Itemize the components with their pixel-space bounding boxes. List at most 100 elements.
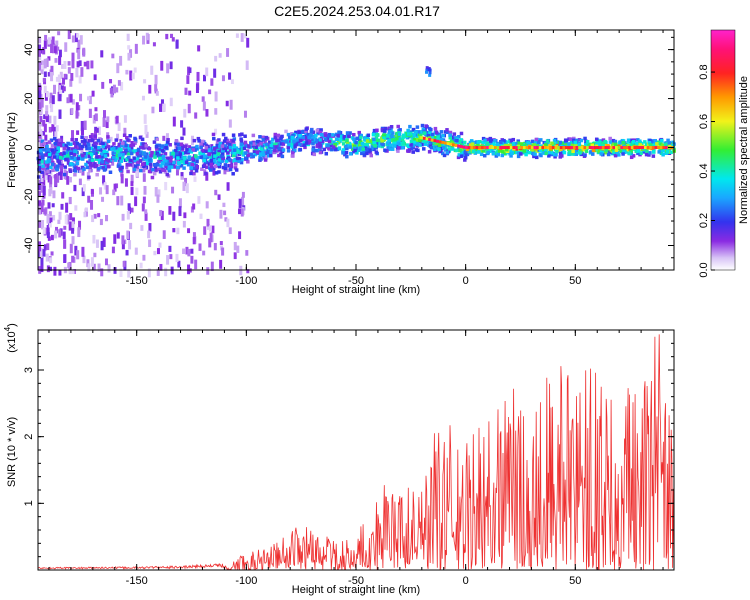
spectrogram-noise-cell <box>100 50 104 58</box>
spectrogram-ridge-cell <box>217 170 221 174</box>
y-tick-label: 3 <box>23 367 35 373</box>
spectrogram-noise-cell <box>233 241 237 251</box>
spectrogram-ridge-cell <box>577 142 582 147</box>
spectrogram-noise-cell <box>113 183 117 192</box>
spectrogram-noise-cell <box>149 163 153 174</box>
spectrogram-ridge-cell <box>245 149 250 153</box>
spectrogram-core-cell <box>543 146 547 150</box>
spectrogram-noise-cell <box>94 126 98 132</box>
spectrogram-ridge-cell <box>304 141 309 145</box>
spectrogram-noise-cell <box>175 169 179 176</box>
spectrogram-ridge-cell <box>509 139 514 143</box>
spectrogram-ridge-cell <box>302 140 306 145</box>
spectrogram-ridge-cell <box>435 145 440 150</box>
spectrogram-ridge-cell <box>172 154 177 158</box>
spectrogram-noise-cell <box>219 241 223 246</box>
spectrogram-ridge-cell <box>463 150 468 154</box>
spectrogram-ridge-cell <box>92 148 96 152</box>
spectrogram-ridge-cell <box>88 134 93 139</box>
spectrogram-core-cell <box>572 146 576 150</box>
spectrogram-ridge-cell <box>226 168 230 172</box>
spectrogram-ridge-cell <box>94 157 98 161</box>
spectrogram-ridge-cell <box>90 158 95 162</box>
spectrogram-ridge-cell <box>412 132 416 137</box>
spectrogram-ridge-cell <box>445 128 449 132</box>
spectrogram-noise-cell <box>38 102 42 110</box>
spectrogram-noise-cell <box>180 172 184 180</box>
spectrogram-ridge-cell <box>115 153 120 158</box>
spectrogram-ridge-cell <box>301 129 305 134</box>
spectrogram-ridge-cell <box>360 141 365 146</box>
spectrogram-ridge-cell <box>522 144 526 148</box>
spectrogram-noise-cell <box>188 67 192 74</box>
spectrogram-ridge-cell <box>386 141 390 145</box>
spectrogram-ridge-cell <box>284 140 289 144</box>
spectrogram-ridge-cell <box>631 140 636 144</box>
spectrogram-ridge-cell <box>644 152 649 157</box>
spectrogram-core-cell <box>630 146 634 150</box>
spectrogram-ridge-cell <box>160 149 165 153</box>
spectrogram-noise-cell <box>145 32 149 41</box>
spectrogram-ridge-cell <box>216 152 221 156</box>
spectrogram-ridge-cell <box>335 147 340 152</box>
spectrogram-ridge-cell <box>436 141 441 145</box>
spectrogram-noise-cell <box>40 69 44 75</box>
spectrogram-ridge-cell <box>459 131 464 136</box>
spectrogram-ridge-cell <box>218 141 223 146</box>
spectrogram-ridge-cell <box>393 138 398 143</box>
spectrogram-ridge-cell <box>307 135 311 140</box>
spectrogram-ridge-cell <box>455 148 459 153</box>
spectrogram-noise-cell <box>70 107 74 115</box>
snr-y-ticks: 123 <box>23 342 674 571</box>
spectrogram-ridge-cell <box>179 142 184 146</box>
spectrogram-ridge-cell <box>290 145 294 149</box>
x-tick-label: -50 <box>348 575 364 587</box>
spectrogram-ridge-cell <box>459 154 464 158</box>
spectrogram-ridge-cell <box>577 138 582 142</box>
spectrogram-ridge-cell <box>110 147 114 151</box>
spectrogram-noise-cell <box>40 177 44 183</box>
spectrogram-ridge-cell <box>459 138 463 142</box>
spectrogram-ridge-cell <box>38 155 43 159</box>
spectrogram-noise-cell <box>127 269 131 278</box>
spectrogram-noise-cell <box>46 224 50 235</box>
spectrogram-noise-cell <box>160 99 164 107</box>
spectrogram-ridge-cell <box>456 155 461 160</box>
spectrogram-noise-cell <box>51 36 55 45</box>
spectrogram-blob-cell <box>425 70 429 74</box>
spectrogram-noise-cell <box>141 95 145 101</box>
spectrogram-ridge-cell <box>380 139 384 143</box>
spectrogram-ridge-cell <box>465 147 470 152</box>
spectrogram-ridge-cell <box>128 149 133 153</box>
spectrogram-core-cell <box>549 146 553 150</box>
spectrogram-noise-cell <box>50 71 54 82</box>
spectrogram-ridge-cell <box>169 163 174 167</box>
spectrogram-ridge-cell <box>505 148 509 152</box>
spectrogram-ridge-cell <box>277 147 281 151</box>
spectrogram-noise-cell <box>121 235 125 245</box>
spectrogram-noise-cell <box>58 229 62 238</box>
spectrogram-noise-cell <box>82 255 86 264</box>
spectrogram-noise-cell <box>228 72 232 80</box>
spectrogram-ridge-cell <box>374 141 379 146</box>
spectrogram-ridge-cell <box>460 152 465 157</box>
spectrogram-ridge-cell <box>485 143 490 147</box>
spectrogram-noise-cell <box>52 190 56 199</box>
spectrogram-core-cell <box>636 146 640 150</box>
spectrogram-ridge-cell <box>148 162 153 167</box>
spectrogram-ridge-cell <box>273 148 277 153</box>
spectrogram-core-cell <box>430 138 434 142</box>
spectrogram-noise-cell <box>56 172 60 183</box>
spectrogram-noise-cell <box>48 126 52 133</box>
spectrogram-ridge-cell <box>318 130 323 135</box>
spectrogram-core-cell <box>638 146 642 150</box>
y-tick-label: 0 <box>23 144 35 150</box>
spectrogram-ridge-cell <box>457 153 462 157</box>
colorbar-tick-label: 0.8 <box>698 64 710 79</box>
spectrogram-ridge-cell <box>311 146 316 150</box>
spectrogram-noise-cell <box>48 115 52 124</box>
spectrogram-ridge-cell <box>534 137 539 142</box>
spectrogram-noise-cell <box>53 84 57 95</box>
spectrogram-ridge-cell <box>406 144 411 149</box>
